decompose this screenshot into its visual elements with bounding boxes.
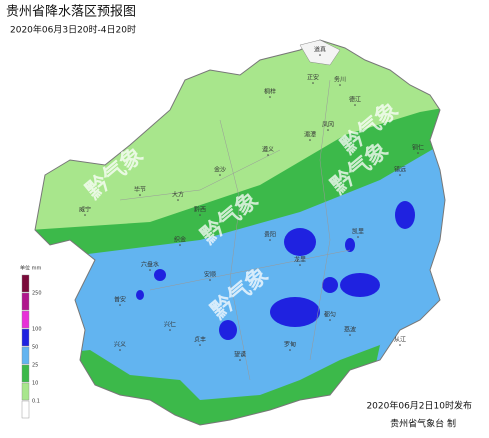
- city-dot: [149, 269, 151, 271]
- city-dot: [119, 304, 121, 306]
- city-dot: [139, 194, 141, 196]
- city-dot: [349, 334, 351, 336]
- map-subtitle: 2020年06月3日20时-4日20时: [10, 24, 136, 36]
- city-label: 务川: [334, 76, 346, 84]
- legend: 单位 mm 250 100 50 25 10 0.1: [20, 265, 42, 419]
- city-dot: [312, 82, 314, 84]
- city-label: 贞丰: [194, 336, 206, 344]
- legend-label: 50: [32, 345, 38, 351]
- city-dot: [329, 319, 331, 321]
- city-dot: [399, 174, 401, 176]
- city-label: 安顺: [204, 271, 216, 279]
- city-label: 罗甸: [284, 341, 296, 349]
- city-label: 大方: [172, 191, 184, 199]
- city-label: 德江: [349, 96, 361, 104]
- city-dot: [199, 344, 201, 346]
- city-dot: [179, 244, 181, 246]
- rainstorm-area: [395, 201, 415, 229]
- city-dot: [267, 154, 269, 156]
- legend-unit: 单位 mm: [20, 265, 41, 272]
- legend-swatch: [21, 382, 30, 401]
- city-dot: [309, 139, 311, 141]
- rainstorm-area: [340, 273, 380, 297]
- city-dot: [339, 84, 341, 86]
- no-rain-area: [299, 39, 341, 66]
- city-label: 六盘水: [141, 261, 159, 269]
- city-label: 铜仁: [412, 144, 424, 152]
- city-dot: [327, 129, 329, 131]
- rainstorm-area: [219, 320, 237, 340]
- city-label: 普安: [114, 296, 126, 304]
- city-label: 凤冈: [322, 122, 334, 129]
- city-dot: [219, 174, 221, 176]
- city-label: 正安: [307, 74, 319, 82]
- city-label: 道真: [314, 46, 326, 54]
- city-label: 桐梓: [264, 88, 276, 96]
- rainstorm-area: [322, 277, 338, 293]
- city-dot: [239, 359, 241, 361]
- legend-label: 250: [32, 291, 42, 297]
- city-label: 龙里: [294, 256, 306, 264]
- legend-swatch: [21, 400, 30, 419]
- legend-swatch: [21, 364, 30, 383]
- city-dot: [289, 349, 291, 351]
- legend-swatch: [21, 310, 30, 329]
- city-dot: [169, 329, 171, 331]
- legend-swatch: [21, 328, 30, 347]
- city-label: 荔波: [344, 326, 356, 334]
- city-label: 毕节: [134, 186, 146, 194]
- city-label: 遵义: [262, 146, 274, 154]
- city-label: 兴义: [114, 341, 126, 349]
- issue-time: 2020年06月2日10时发布: [366, 400, 472, 412]
- city-label: 镇远: [394, 166, 406, 174]
- city-dot: [177, 199, 179, 201]
- city-label: 从江: [394, 337, 406, 344]
- city-label: 金沙: [214, 166, 226, 174]
- city-dot: [357, 236, 359, 238]
- rainstorm-area: [270, 297, 320, 327]
- city-dot: [119, 349, 121, 351]
- city-dot: [269, 239, 271, 241]
- city-dot: [269, 96, 271, 98]
- legend-label: 100: [32, 327, 42, 333]
- rainstorm-area: [136, 290, 144, 300]
- city-dot: [199, 214, 201, 216]
- legend-label: 0.1: [32, 399, 40, 405]
- agency: 贵州省气象台 制: [390, 418, 456, 430]
- city-label: 都匀: [324, 311, 336, 319]
- city-label: 威宁: [79, 206, 91, 214]
- city-label: 凯里: [352, 228, 364, 236]
- city-dot: [84, 214, 86, 216]
- legend-swatch: [21, 292, 30, 311]
- city-dot: [399, 344, 401, 346]
- city-label: 黔西: [194, 206, 206, 214]
- city-dot: [354, 104, 356, 106]
- rainstorm-area: [154, 269, 166, 281]
- rainstorm-area: [345, 238, 355, 252]
- city-label: 望谟: [234, 351, 246, 359]
- city-dot: [319, 54, 321, 56]
- city-dot: [209, 279, 211, 281]
- rainstorm-area: [284, 228, 316, 256]
- legend-label: 10: [32, 381, 38, 387]
- legend-swatch: [21, 346, 30, 365]
- city-label: 织金: [174, 236, 186, 244]
- legend-swatch: [21, 274, 30, 293]
- map-title: 贵州省降水落区预报图: [6, 5, 136, 20]
- city-label: 贵阳: [264, 231, 276, 239]
- city-label: 湄潭: [304, 131, 316, 139]
- city-dot: [417, 152, 419, 154]
- legend-label: 25: [32, 363, 38, 369]
- county-borders: [119, 79, 351, 381]
- city-dot: [299, 264, 301, 266]
- city-label: 兴仁: [164, 321, 176, 329]
